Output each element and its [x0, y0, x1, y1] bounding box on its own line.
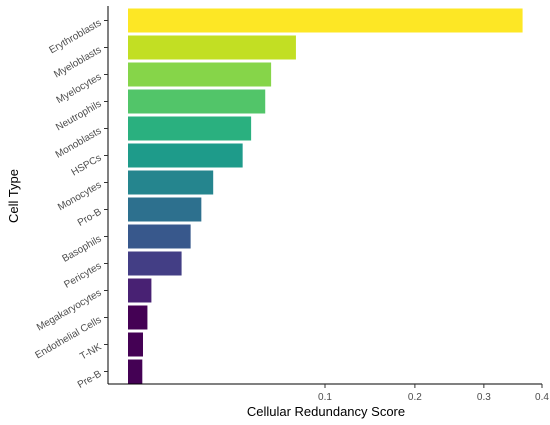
y-tick-label-t-nk: T-NK — [78, 341, 104, 362]
bar-megakaryocytes — [128, 279, 151, 303]
bar-t-nk — [128, 333, 143, 357]
bar-hspcs — [128, 144, 243, 168]
bar-basophils — [128, 225, 191, 249]
y-axis-title: Cell Type — [6, 169, 21, 223]
x-tick-label-2: 0.3 — [477, 392, 491, 403]
y-axis-ticks: ErythroblastsMyeloblastsMyelocytesNeutro… — [33, 18, 108, 391]
bar-erythroblasts — [128, 9, 523, 33]
x-tick-label-3: 0.4 — [535, 392, 549, 403]
x-axis-title: Cellular Redundancy Score — [247, 404, 405, 419]
x-tick-label-1: 0.2 — [408, 392, 422, 403]
y-tick-label-pre-b: Pre-B — [76, 368, 104, 390]
bar-myelocytes — [128, 63, 271, 87]
bar-myeloblasts — [128, 36, 296, 60]
x-axis-ticks: 0.1 0.2 0.3 0.4 — [318, 384, 549, 403]
bar-endothelial-cells — [128, 306, 147, 330]
y-tick-label-hspcs: HSPCs — [70, 153, 104, 179]
bar-monoblasts — [128, 117, 251, 141]
bar-pro-b — [128, 198, 201, 222]
x-tick-label-0: 0.1 — [318, 392, 332, 403]
y-tick-label-pericytes: Pericytes — [62, 261, 103, 291]
bar-pre-b — [128, 360, 142, 384]
y-tick-label-pro-b: Pro-B — [76, 206, 104, 228]
bar-monocytes — [128, 171, 213, 195]
bars-group — [128, 9, 523, 384]
bar-pericytes — [128, 252, 182, 276]
bar-neutrophils — [128, 90, 265, 114]
